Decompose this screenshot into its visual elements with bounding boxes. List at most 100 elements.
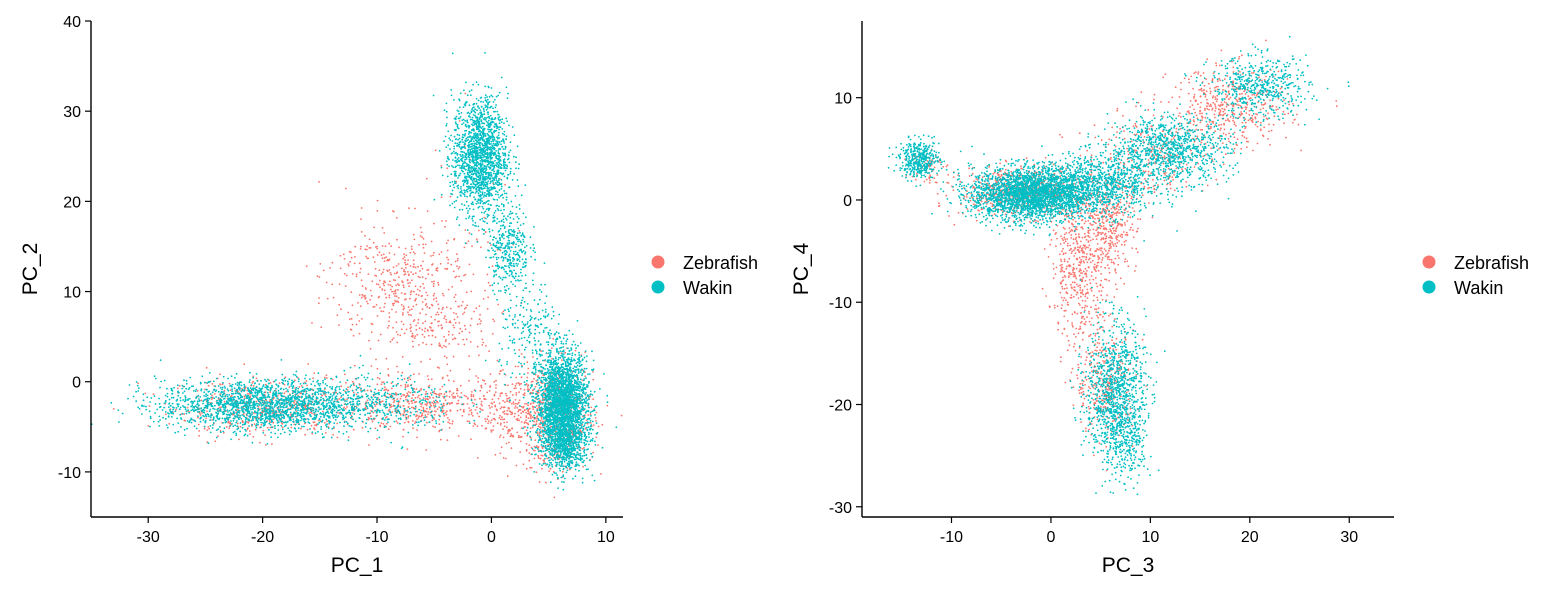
data-point xyxy=(231,383,234,386)
data-point xyxy=(334,400,336,403)
data-point xyxy=(412,265,415,268)
data-point xyxy=(197,394,200,397)
data-point xyxy=(377,283,380,286)
data-point xyxy=(163,379,166,382)
data-point xyxy=(553,496,556,499)
data-point xyxy=(487,281,490,284)
data-point xyxy=(226,416,228,419)
data-point xyxy=(470,411,473,414)
data-point xyxy=(270,399,273,401)
data-point xyxy=(525,419,527,422)
data-point xyxy=(202,402,204,405)
data-point xyxy=(292,420,294,423)
data-point xyxy=(275,404,277,407)
data-point xyxy=(301,395,303,398)
data-point xyxy=(480,320,482,322)
data-point xyxy=(336,314,339,316)
data-point xyxy=(193,425,196,427)
data-point xyxy=(325,424,327,426)
data-point xyxy=(298,399,301,401)
data-point xyxy=(344,407,347,410)
data-point xyxy=(420,393,423,396)
data-point xyxy=(483,216,486,219)
data-point xyxy=(296,412,299,415)
data-point xyxy=(427,273,430,276)
data-point xyxy=(435,395,438,398)
data-point xyxy=(212,380,215,383)
data-point xyxy=(310,383,313,386)
data-point xyxy=(516,403,519,405)
data-point xyxy=(300,390,302,393)
data-point xyxy=(541,467,543,470)
data-point xyxy=(337,404,340,406)
data-point xyxy=(406,448,409,451)
data-point xyxy=(367,397,370,400)
data-point xyxy=(199,414,202,416)
data-point xyxy=(412,406,415,409)
data-point xyxy=(388,403,391,405)
data-point xyxy=(175,407,178,409)
data-point xyxy=(395,420,398,423)
data-point xyxy=(510,402,513,405)
data-point xyxy=(412,259,415,262)
data-point xyxy=(367,394,369,397)
data-point xyxy=(454,260,457,263)
data-point xyxy=(412,399,415,402)
data-point xyxy=(207,384,210,387)
data-point xyxy=(368,403,371,406)
data-point xyxy=(328,399,330,402)
data-point xyxy=(515,402,517,405)
data-point xyxy=(375,398,378,401)
data-point xyxy=(514,407,516,409)
data-point xyxy=(236,414,239,416)
data-point xyxy=(386,381,388,384)
data-point xyxy=(210,405,213,408)
data-point xyxy=(478,229,480,232)
data-point xyxy=(305,412,308,415)
data-point xyxy=(226,409,229,411)
data-point xyxy=(326,410,329,413)
data-point xyxy=(504,401,506,403)
data-point xyxy=(477,380,480,383)
data-point xyxy=(227,377,230,380)
data-point xyxy=(197,423,200,426)
data-point xyxy=(346,398,349,400)
data-point xyxy=(490,402,493,404)
data-point xyxy=(250,398,253,400)
data-point xyxy=(448,343,451,345)
data-point xyxy=(290,396,293,398)
data-point xyxy=(342,389,345,392)
data-point xyxy=(417,265,419,268)
data-point xyxy=(372,417,375,420)
data-point xyxy=(232,417,235,420)
data-point xyxy=(447,421,450,424)
data-point xyxy=(484,231,487,234)
data-point xyxy=(213,408,216,411)
data-point xyxy=(432,425,434,428)
data-point xyxy=(157,420,160,423)
data-point xyxy=(290,430,293,433)
data-point xyxy=(305,390,308,393)
data-point xyxy=(378,269,381,271)
data-point xyxy=(532,449,535,452)
data-point xyxy=(222,431,225,434)
data-point xyxy=(515,376,518,379)
data-point xyxy=(267,389,270,391)
data-point xyxy=(257,407,260,410)
data-point xyxy=(135,400,138,403)
data-point xyxy=(264,411,267,413)
data-point xyxy=(263,400,266,403)
data-point xyxy=(325,399,328,402)
data-point xyxy=(470,391,473,393)
data-point xyxy=(397,377,399,380)
data-point xyxy=(468,331,471,334)
data-point xyxy=(414,266,417,269)
data-point xyxy=(281,426,284,429)
data-point xyxy=(169,410,172,413)
data-point xyxy=(135,381,138,383)
data-point xyxy=(358,332,361,335)
data-point xyxy=(337,405,340,408)
data-point xyxy=(285,390,288,393)
data-point xyxy=(219,431,222,434)
data-point xyxy=(396,238,398,241)
